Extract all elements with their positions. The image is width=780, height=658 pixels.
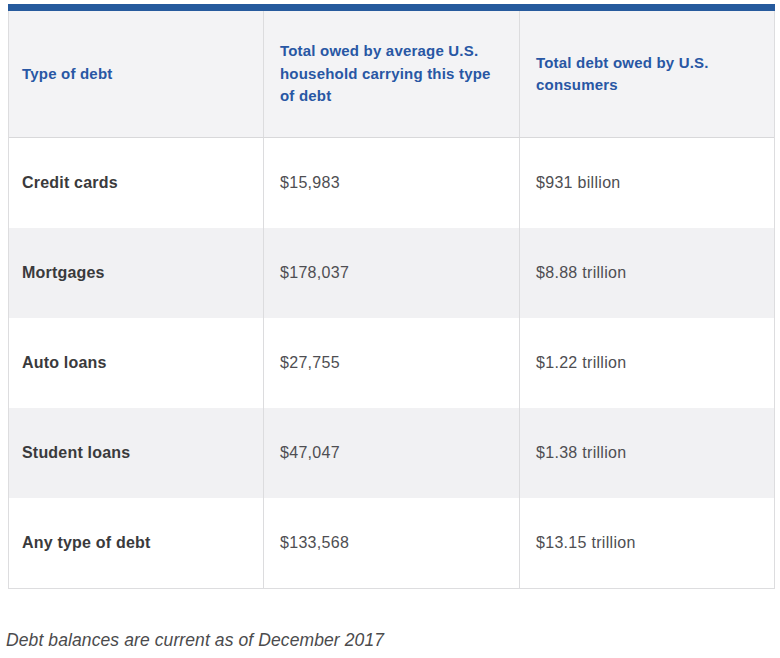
total-value: $1.22 trillion	[519, 318, 774, 408]
row-label-student-loans: Student loans	[9, 408, 263, 498]
table-header-row: Type of debt Total owed by average U.S. …	[9, 11, 774, 138]
table-row: Mortgages $178,037 $8.88 trillion	[9, 228, 774, 318]
table-row: Credit cards $15,983 $931 billion	[9, 138, 774, 228]
row-label-any-type-of-debt: Any type of debt	[9, 498, 263, 588]
debt-table: Type of debt Total owed by average U.S. …	[8, 11, 775, 589]
row-label-mortgages: Mortgages	[9, 228, 263, 318]
total-value: $8.88 trillion	[519, 228, 774, 318]
total-value: $13.15 trillion	[519, 498, 774, 588]
column-header-total-consumers: Total debt owed by U.S. consumers	[519, 11, 774, 137]
table-row: Student loans $47,047 $1.38 trillion	[9, 408, 774, 498]
household-value: $178,037	[263, 228, 519, 318]
table-footnote: Debt balances are current as of December…	[6, 630, 384, 651]
row-label-credit-cards: Credit cards	[9, 138, 263, 228]
household-value: $47,047	[263, 408, 519, 498]
total-value: $1.38 trillion	[519, 408, 774, 498]
table-top-accent-bar	[8, 4, 775, 11]
column-header-type-of-debt: Type of debt	[9, 11, 263, 137]
household-value: $133,568	[263, 498, 519, 588]
table-row: Auto loans $27,755 $1.22 trillion	[9, 318, 774, 408]
household-value: $27,755	[263, 318, 519, 408]
household-value: $15,983	[263, 138, 519, 228]
row-label-auto-loans: Auto loans	[9, 318, 263, 408]
table-row: Any type of debt $133,568 $13.15 trillio…	[9, 498, 774, 588]
column-header-household-average: Total owed by average U.S. household car…	[263, 11, 519, 137]
total-value: $931 billion	[519, 138, 774, 228]
debt-table-container: Type of debt Total owed by average U.S. …	[8, 4, 775, 589]
